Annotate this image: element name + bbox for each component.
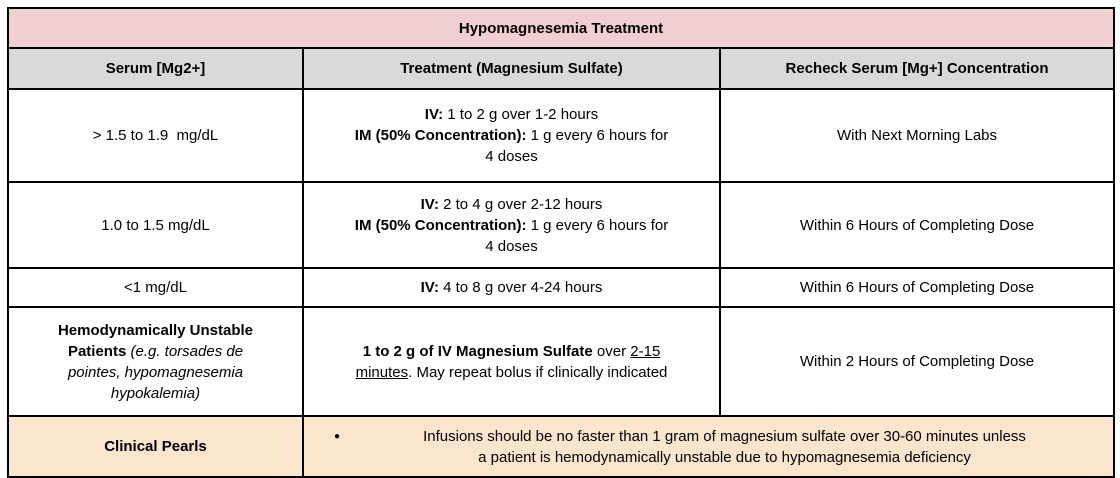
- recheck-cell: Within 6 Hours of Completing Dose: [719, 267, 1115, 308]
- serum-cell: > 1.5 to 1.9 mg/dL: [7, 88, 304, 183]
- clinical-pearls-label: Clinical Pearls: [7, 415, 304, 478]
- recheck-cell: Within 2 Hours of Completing Dose: [719, 306, 1115, 417]
- treatment-cell: IV: 4 to 8 g over 4-24 hours: [302, 267, 721, 308]
- serum-cell: 1.0 to 1.5 mg/dL: [7, 181, 304, 269]
- col-header-treatment: Treatment (Magnesium Sulfate): [302, 47, 721, 90]
- table-title: Hypomagnesemia Treatment: [7, 7, 1115, 49]
- recheck-cell: Within 6 Hours of Completing Dose: [719, 181, 1115, 269]
- table-row: Hemodynamically Unstable Patients (e.g. t…: [7, 306, 1115, 417]
- clinical-pearls-note-cell: ● Infusions should be no faster than 1 g…: [302, 415, 1115, 478]
- clinical-pearl-item: ● Infusions should be no faster than 1 g…: [310, 426, 1107, 468]
- serum-cell: Hemodynamically Unstable Patients (e.g. t…: [7, 306, 304, 417]
- recheck-cell: With Next Morning Labs: [719, 88, 1115, 183]
- clinical-pearl-text: Infusions should be no faster than 1 gra…: [423, 427, 1026, 466]
- table-title-row: Hypomagnesemia Treatment: [7, 7, 1115, 49]
- table-row: <1 mg/dL IV: 4 to 8 g over 4-24 hours Wi…: [7, 267, 1115, 308]
- bullet-icon: ●: [334, 430, 341, 442]
- table-row: 1.0 to 1.5 mg/dL IV: 2 to 4 g over 2-12 …: [7, 181, 1115, 269]
- table-header-row: Serum [Mg2+] Treatment (Magnesium Sulfat…: [7, 47, 1115, 90]
- table-row: > 1.5 to 1.9 mg/dL IV: 1 to 2 g over 1-2…: [7, 88, 1115, 183]
- clinical-pearls-row: Clinical Pearls ● Infusions should be no…: [7, 415, 1115, 478]
- treatment-cell: IV: 1 to 2 g over 1-2 hours IM (50% Conce…: [302, 88, 721, 183]
- treatment-cell: IV: 2 to 4 g over 2-12 hours IM (50% Conc…: [302, 181, 721, 269]
- col-header-recheck: Recheck Serum [Mg+] Concentration: [719, 47, 1115, 90]
- serum-cell: <1 mg/dL: [7, 267, 304, 308]
- treatment-cell: 1 to 2 g of IV Magnesium Sulfate over 2-…: [302, 306, 721, 417]
- col-header-serum: Serum [Mg2+]: [7, 47, 304, 90]
- hypomagnesemia-treatment-table: Hypomagnesemia Treatment Serum [Mg2+] Tr…: [7, 7, 1115, 478]
